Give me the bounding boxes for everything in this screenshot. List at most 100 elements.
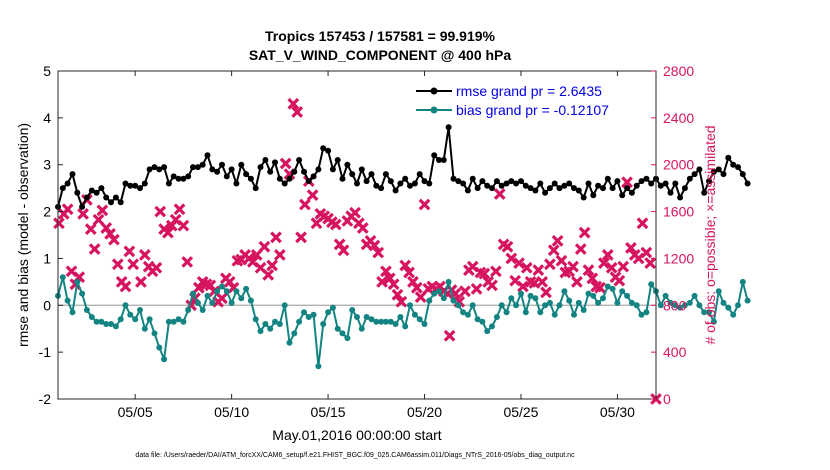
rmse-point-72 xyxy=(402,175,409,182)
rmse-point-94 xyxy=(508,178,515,185)
rmse-point-59 xyxy=(339,175,346,182)
y-right-tick-label: 400 xyxy=(663,344,687,360)
assimilated-marker-55 xyxy=(270,231,282,244)
rmse-point-52 xyxy=(305,178,312,185)
assimilated-marker-125 xyxy=(540,286,552,299)
rmse-point-10 xyxy=(103,194,110,201)
assimilated-marker-134 xyxy=(574,243,587,255)
y-left-tick-label: 4 xyxy=(43,110,51,126)
plot-frame xyxy=(57,70,657,400)
bias-point-75 xyxy=(416,316,423,323)
assimilated-marker-103 xyxy=(443,329,456,342)
assimilated-marker-104 xyxy=(459,285,471,298)
rmse-point-24 xyxy=(170,173,177,180)
assimilated-marker-65 xyxy=(310,217,323,230)
bias-point-37 xyxy=(233,288,240,295)
assimilated-marker-93 xyxy=(418,198,431,211)
bias-point-6 xyxy=(83,307,90,313)
bias-point-18 xyxy=(141,325,148,332)
axis-ticks: -2 -1 0 1 2 3 4 5 0 400 800 1200 1600 2000 2400 2800 05/… xyxy=(39,63,695,420)
bias-point-142 xyxy=(739,278,746,285)
bias-point-70 xyxy=(392,321,399,327)
bias-point-89 xyxy=(484,328,491,335)
bias-point-92 xyxy=(498,302,505,309)
rmse-point-91 xyxy=(493,178,500,185)
rmse-point-105 xyxy=(561,182,568,189)
bias-point-126 xyxy=(662,292,669,299)
assimilated-marker-18 xyxy=(123,245,136,258)
rmse-point-113 xyxy=(600,185,606,192)
chart-title: Tropics 157453 / 157581 = 99.919% xyxy=(265,28,496,44)
y-right-tick-label: 800 xyxy=(663,297,687,313)
bias-point-125 xyxy=(657,302,664,309)
bias-point-108 xyxy=(575,299,582,306)
rmse-point-5 xyxy=(79,203,86,210)
data-marks xyxy=(53,97,751,405)
legend-bias-marker xyxy=(430,106,438,114)
rmse-point-65 xyxy=(368,171,375,178)
assimilated-marker-150 xyxy=(636,217,649,230)
rmse-point-13 xyxy=(117,199,124,206)
bias-point-74 xyxy=(411,311,418,318)
bias-point-134 xyxy=(701,309,708,316)
bias-point-65 xyxy=(368,316,375,323)
y-left-tick-label: 3 xyxy=(43,157,51,173)
rmse-point-7 xyxy=(88,187,95,194)
bias-point-112 xyxy=(595,299,602,306)
rmse-point-139 xyxy=(725,154,732,161)
bias-point-27 xyxy=(185,307,192,313)
bias-point-100 xyxy=(537,309,544,316)
assimilated-marker-112 xyxy=(490,265,502,278)
rmse-point-48 xyxy=(286,175,293,182)
rmse-point-89 xyxy=(484,182,491,189)
bias-point-40 xyxy=(247,297,254,304)
rmse-point-92 xyxy=(498,182,505,189)
rmse-point-84 xyxy=(460,180,467,187)
assimilated-marker-123 xyxy=(532,264,545,277)
rmse-point-47 xyxy=(281,180,288,187)
rmse-point-40 xyxy=(247,175,254,182)
assimilated-marker-72 xyxy=(337,244,350,257)
bias-point-87 xyxy=(474,316,481,323)
rmse-point-75 xyxy=(416,171,423,178)
rmse-point-127 xyxy=(667,189,674,196)
assimilated-marker-152 xyxy=(644,257,657,269)
bias-point-94 xyxy=(508,295,515,302)
bias-point-98 xyxy=(527,292,534,299)
rmse-point-88 xyxy=(479,178,486,185)
rmse-point-109 xyxy=(580,194,587,201)
bias-point-63 xyxy=(358,325,365,332)
bias-point-39 xyxy=(243,285,250,292)
rmse-point-51 xyxy=(301,168,307,175)
bias-point-107 xyxy=(571,311,577,318)
rmse-point-55 xyxy=(320,145,327,152)
assimilated-marker-92 xyxy=(414,291,427,303)
bias-point-117 xyxy=(619,288,626,295)
rmse-point-81 xyxy=(445,124,452,131)
rmse-point-136 xyxy=(710,168,717,175)
bias-point-86 xyxy=(469,302,476,309)
bias-point-7 xyxy=(88,314,95,320)
rmse-point-99 xyxy=(532,187,539,194)
assimilated-marker-62 xyxy=(299,198,311,211)
bias-point-138 xyxy=(720,299,727,306)
rmse-point-117 xyxy=(619,192,626,199)
rmse-point-119 xyxy=(628,189,635,196)
bias-point-81 xyxy=(445,278,452,285)
rmse-point-121 xyxy=(638,178,645,185)
bias-point-10 xyxy=(103,321,110,327)
assimilated-marker-31 xyxy=(177,219,190,232)
assimilated-marker-118 xyxy=(513,257,525,269)
rmse-point-4 xyxy=(74,189,81,196)
rmse-point-20 xyxy=(151,164,158,171)
assimilated-marker-25 xyxy=(154,205,167,218)
assimilated-marker-139 xyxy=(594,281,606,294)
bias-point-143 xyxy=(744,297,751,304)
bias-point-33 xyxy=(214,288,221,295)
bias-point-122 xyxy=(643,309,650,316)
rmse-point-102 xyxy=(546,185,553,192)
y-right-tick-label: 1600 xyxy=(663,204,694,220)
bias-point-95 xyxy=(513,302,520,309)
bias-point-23 xyxy=(165,318,172,325)
rmse-point-131 xyxy=(686,175,693,182)
